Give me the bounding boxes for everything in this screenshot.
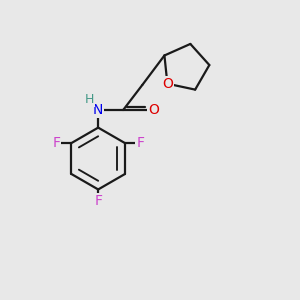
Text: N: N	[93, 103, 104, 117]
Text: O: O	[162, 77, 173, 91]
Text: H: H	[85, 93, 94, 106]
Text: F: F	[94, 194, 102, 208]
Text: O: O	[148, 103, 159, 117]
Text: F: F	[52, 136, 60, 150]
Text: F: F	[136, 136, 144, 150]
